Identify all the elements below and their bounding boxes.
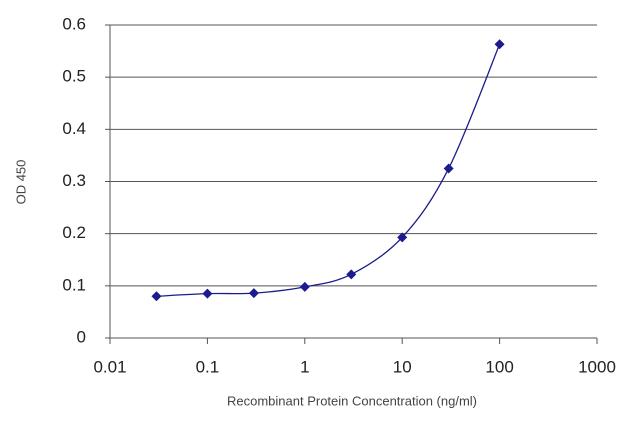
x-tick-label: 0.01 xyxy=(93,357,126,376)
point xyxy=(248,288,259,299)
y-tick-label: 0.5 xyxy=(62,67,86,86)
y-tick-label: 0.3 xyxy=(62,171,86,190)
x-axis-title: Recombinant Protein Concentration (ng/ml… xyxy=(227,393,477,408)
point xyxy=(202,288,213,299)
point xyxy=(494,39,505,50)
point xyxy=(151,291,162,302)
point xyxy=(346,269,357,280)
y-tick-label: 0 xyxy=(77,327,86,346)
point xyxy=(397,232,408,243)
x-tick-label: 1 xyxy=(300,357,309,376)
x-tick-label: 1000 xyxy=(578,357,616,376)
x-tick-label: 10 xyxy=(393,357,412,376)
y-tick-label: 0.6 xyxy=(62,14,86,33)
y-axis-title: OD 450 xyxy=(13,160,28,205)
y-tick-label: 0.4 xyxy=(62,119,86,138)
point xyxy=(299,281,310,292)
point xyxy=(443,163,454,174)
x-tick-label: 0.1 xyxy=(196,357,220,376)
y-tick-label: 0.1 xyxy=(62,275,86,294)
y-tick-label: 0.2 xyxy=(62,223,86,242)
x-tick-label: 100 xyxy=(485,357,513,376)
